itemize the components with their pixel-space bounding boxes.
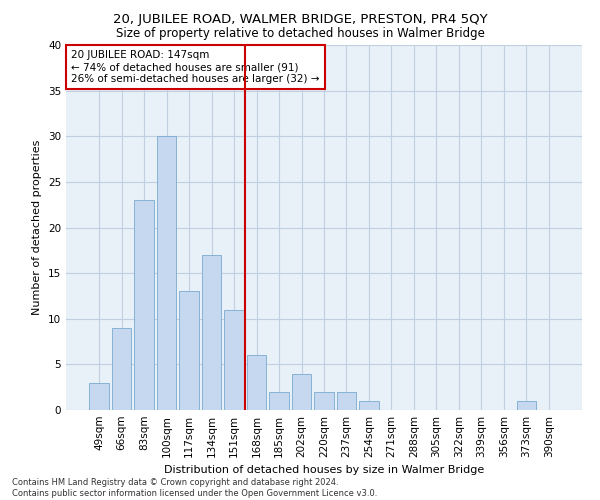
Bar xyxy=(89,382,109,410)
Bar xyxy=(359,401,379,410)
X-axis label: Distribution of detached houses by size in Walmer Bridge: Distribution of detached houses by size … xyxy=(164,466,484,475)
Bar xyxy=(337,392,356,410)
Y-axis label: Number of detached properties: Number of detached properties xyxy=(32,140,43,315)
Text: Contains HM Land Registry data © Crown copyright and database right 2024.
Contai: Contains HM Land Registry data © Crown c… xyxy=(12,478,377,498)
Text: 20 JUBILEE ROAD: 147sqm
← 74% of detached houses are smaller (91)
26% of semi-de: 20 JUBILEE ROAD: 147sqm ← 74% of detache… xyxy=(71,50,320,84)
Bar xyxy=(202,255,221,410)
Text: 20, JUBILEE ROAD, WALMER BRIDGE, PRESTON, PR4 5QY: 20, JUBILEE ROAD, WALMER BRIDGE, PRESTON… xyxy=(113,12,487,26)
Bar xyxy=(224,310,244,410)
Bar xyxy=(134,200,154,410)
Bar xyxy=(314,392,334,410)
Text: Size of property relative to detached houses in Walmer Bridge: Size of property relative to detached ho… xyxy=(116,28,484,40)
Bar xyxy=(517,401,536,410)
Bar xyxy=(112,328,131,410)
Bar xyxy=(269,392,289,410)
Bar xyxy=(157,136,176,410)
Bar xyxy=(292,374,311,410)
Bar xyxy=(247,355,266,410)
Bar xyxy=(179,292,199,410)
